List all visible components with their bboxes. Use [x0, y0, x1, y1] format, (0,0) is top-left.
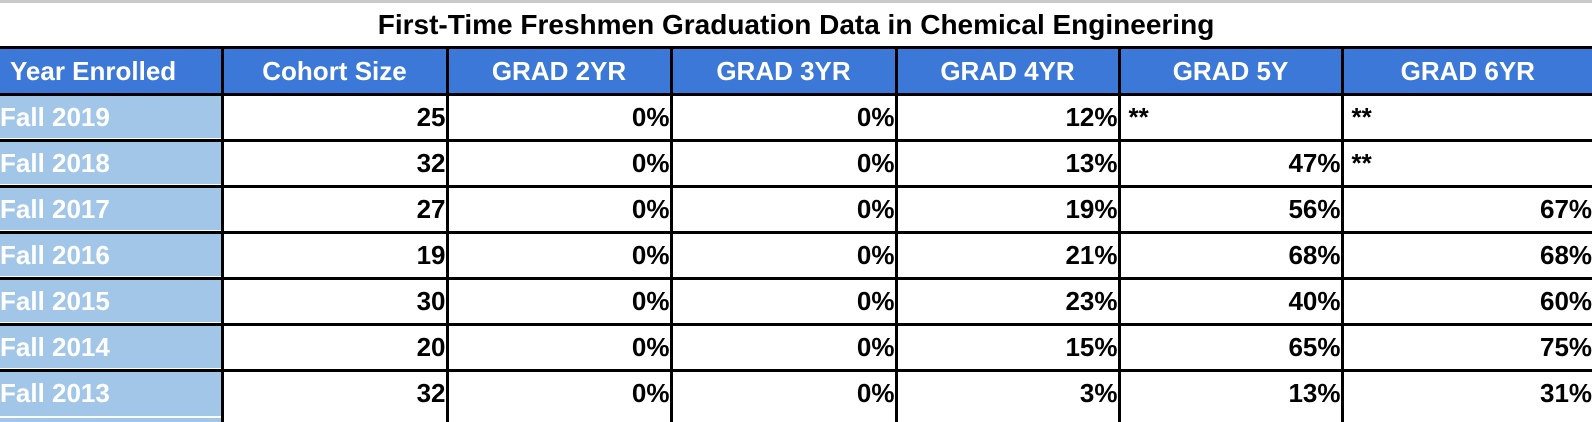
- cohort-cell: 32: [222, 370, 449, 418]
- grad5y-cell: 56%: [1119, 186, 1344, 234]
- grad4yr-cell: 12%: [896, 94, 1121, 142]
- grad2yr-cell: 0%: [447, 232, 673, 280]
- grad4yr-cell: 13%: [896, 140, 1121, 188]
- grad6yr-cell: 68%: [1342, 232, 1592, 280]
- grad4yr-cell: 19%: [896, 186, 1121, 234]
- grad2yr-cell: 0%: [447, 186, 673, 234]
- grad3yr-cell: 0%: [671, 232, 898, 280]
- header-grad-4yr: GRAD 4YR: [896, 47, 1121, 96]
- grad2yr-cell: 0%: [447, 278, 673, 326]
- grad3yr-cell: 0%: [671, 370, 898, 418]
- grad5y-cell: 68%: [1119, 232, 1344, 280]
- row-fall-2014: Fall 2014 20 0% 0% 15% 65% 75%: [0, 324, 1592, 372]
- year-cell: Fall 2017: [0, 186, 224, 234]
- year-cell: Fall 2019: [0, 94, 224, 142]
- year-cell: Fall 2015: [0, 278, 224, 326]
- row-fall-2015: Fall 2015 30 0% 0% 23% 40% 60%: [0, 278, 1592, 326]
- grad3yr-cell: 0%: [671, 324, 898, 372]
- header-grad-2yr: GRAD 2YR: [447, 47, 673, 96]
- grad6yr-cell: 67%: [1342, 186, 1592, 234]
- header-row: Year Enrolled Cohort Size GRAD 2YR GRAD …: [0, 47, 1592, 96]
- cohort-cell: 27: [222, 186, 449, 234]
- sheet-gridline: [0, 0, 1592, 3]
- grad6yr-cell: **: [1342, 94, 1592, 142]
- header-grad-3yr: GRAD 3YR: [671, 47, 898, 96]
- year-cell: Fall 2014: [0, 324, 224, 372]
- title-row: First-Time Freshmen Graduation Data in C…: [0, 3, 1592, 49]
- grad4yr-cell: 21%: [896, 232, 1121, 280]
- cohort-cell: 19: [222, 232, 449, 280]
- row-fall-2018: Fall 2018 32 0% 0% 13% 47% **: [0, 140, 1592, 188]
- row-fall-2017: Fall 2017 27 0% 0% 19% 56% 67%: [0, 186, 1592, 234]
- grad6yr-cell: **: [1342, 140, 1592, 188]
- year-cell: Fall 2013: [0, 370, 224, 418]
- year-cell: Fall 2016: [0, 232, 224, 280]
- grad5y-cell: 65%: [1119, 324, 1344, 372]
- cohort-cell: 30: [222, 278, 449, 326]
- grad2yr-cell: 0%: [447, 370, 673, 418]
- grad5y-cell: 40%: [1119, 278, 1344, 326]
- grad3yr-cell: 0%: [671, 186, 898, 234]
- grad4yr-cell: 15%: [896, 324, 1121, 372]
- partial-next-row: [0, 416, 1592, 422]
- cohort-cell: 32: [222, 140, 449, 188]
- cohort-cell: 20: [222, 324, 449, 372]
- row-fall-2016: Fall 2016 19 0% 0% 21% 68% 68%: [0, 232, 1592, 280]
- row-fall-2013: Fall 2013 32 0% 0% 3% 13% 31%: [0, 370, 1592, 418]
- graduation-data-table: First-Time Freshmen Graduation Data in C…: [0, 3, 1592, 422]
- grad4yr-cell: 23%: [896, 278, 1121, 326]
- year-cell: Fall 2018: [0, 140, 224, 188]
- grad3yr-cell: 0%: [671, 94, 898, 142]
- row-fall-2019: Fall 2019 25 0% 0% 12% ** **: [0, 94, 1592, 142]
- grad5y-cell: 47%: [1119, 140, 1344, 188]
- year-cell-partial: [0, 416, 224, 422]
- grad6yr-cell: 75%: [1342, 324, 1592, 372]
- header-cohort-size: Cohort Size: [222, 47, 449, 96]
- grad3yr-cell: 0%: [671, 278, 898, 326]
- cohort-cell: 25: [222, 94, 449, 142]
- grad2yr-cell: 0%: [447, 324, 673, 372]
- header-grad-6yr: GRAD 6YR: [1342, 47, 1592, 96]
- grad5y-cell: 13%: [1119, 370, 1344, 418]
- grad5y-cell: **: [1119, 94, 1344, 142]
- grad3yr-cell: 0%: [671, 140, 898, 188]
- grad6yr-cell: 31%: [1342, 370, 1592, 418]
- grad4yr-cell: 3%: [896, 370, 1121, 418]
- header-year-enrolled: Year Enrolled: [0, 47, 224, 96]
- grad2yr-cell: 0%: [447, 94, 673, 142]
- page-title: First-Time Freshmen Graduation Data in C…: [0, 3, 1592, 49]
- grad6yr-cell: 60%: [1342, 278, 1592, 326]
- header-grad-5y: GRAD 5Y: [1119, 47, 1344, 96]
- grad2yr-cell: 0%: [447, 140, 673, 188]
